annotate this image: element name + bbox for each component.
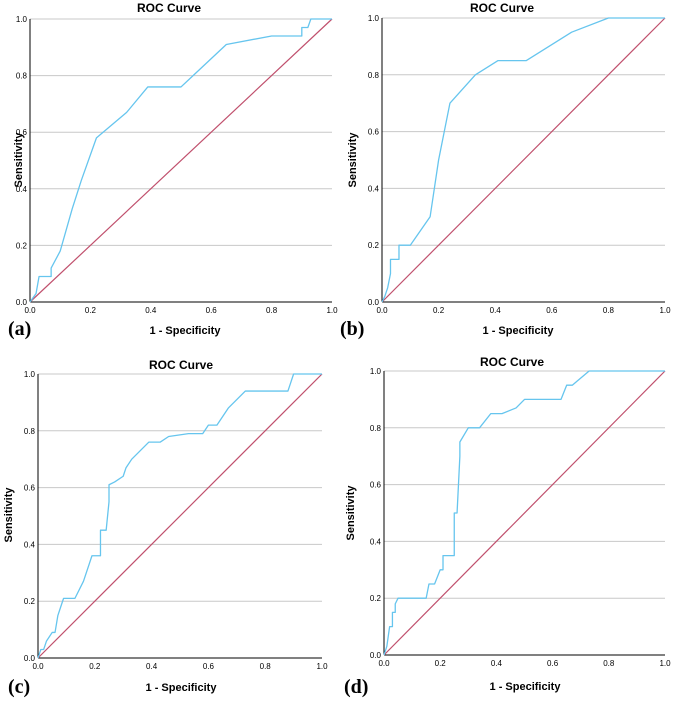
panel-a-title: ROC Curve [137,1,201,15]
panel-b-ytick-label: 0.4 [368,184,380,193]
panel-d-ytick-label: 0.2 [370,594,382,603]
panel-c-ytick-label: 0.8 [24,427,36,436]
panel-a-xtick-label: 0.8 [266,306,278,315]
panel-c-xtick-label: 0.0 [32,662,44,671]
panel-c-xtick-label: 0.2 [89,662,101,671]
panel-c-xtick-label: 0.8 [260,662,272,671]
panel-d-xtick-label: 1.0 [659,659,671,668]
panel-a: ROC Curve 0.0 0.2 0.4 0.6 0.8 1.0 0.0 0.2 0.4 0.6… [8,1,338,340]
panel-a-ytick-label: 0.0 [16,298,28,307]
panel-c-reference-line [37,373,323,659]
panel-b-xtick-label: 0.2 [433,306,445,315]
panel-d-ytick-label: 1.0 [370,367,382,376]
panel-b-ytick-label: 0.0 [368,298,380,307]
panel-c-letter: (c) [8,676,30,698]
panel-c-xtick-label: 1.0 [316,662,328,671]
panel-a-reference-line [29,18,333,303]
panel-d: ROC Curve 0.0 0.2 0.4 0.6 0.8 1.0 0.0 0.2 0.4 0.6… [344,355,671,698]
panel-d-xtick-label: 0.0 [378,659,390,668]
panel-d-ytick-label: 0.4 [370,537,382,546]
panel-c-ytick-label: 0.4 [24,540,36,549]
panel-a-roc-curve [29,18,332,303]
panel-d-xlabel: 1 - Specificity [490,681,562,693]
panel-a-xtick-label: 0.0 [24,306,36,315]
panel-b-xtick-label: 0.6 [546,306,558,315]
panel-b-xtick-label: 0.8 [603,306,615,315]
panel-a-ytick-label: 0.6 [16,128,28,137]
panel-d-xtick-label: 0.6 [547,659,559,668]
panel-c: ROC Curve 0.0 0.2 0.4 0.6 0.8 1.0 0.0 0.2 0.4 0.6… [3,358,328,698]
panel-d-xtick-label: 0.4 [491,659,503,668]
panel-d-ytick-label: 0.6 [370,481,382,490]
panel-c-plot: 0.0 0.2 0.4 0.6 0.8 1.0 0.0 0.2 0.4 0.6 0.8 1.0 [24,370,328,671]
panel-d-reference-line [383,370,666,656]
panel-c-title: ROC Curve [149,358,213,372]
panel-a-xlabel: 1 - Specificity [150,325,222,337]
panel-b-xtick-label: 1.0 [659,306,671,315]
panel-d-ytick-label: 0.0 [370,651,382,660]
panel-b: ROC Curve 0.0 0.2 0.4 0.6 0.8 1.0 0.0 0.2 0.4 0.6… [340,1,671,340]
panel-d-letter: (d) [344,676,368,698]
panel-a-ylabel: Sensitivity [13,132,25,188]
panel-d-ylabel: Sensitivity [345,485,357,541]
panel-d-xtick-label: 0.2 [435,659,447,668]
panel-b-ytick-label: 0.2 [368,241,380,250]
panel-b-xtick-label: 0.4 [490,306,502,315]
panel-b-ylabel: Sensitivity [347,132,359,188]
panel-c-xtick-label: 0.6 [203,662,215,671]
panel-b-plot: 0.0 0.2 0.4 0.6 0.8 1.0 0.0 0.2 0.4 0.6 0.8 1.0 [368,14,671,315]
panel-a-xtick-label: 0.4 [145,306,157,315]
panel-a-xtick-label: 1.0 [326,306,338,315]
panel-d-title: ROC Curve [480,355,544,369]
panel-a-xtick-label: 0.6 [206,306,218,315]
panel-c-xtick-label: 0.4 [146,662,158,671]
panel-a-ytick-label: 0.2 [16,241,28,250]
panel-d-plot: 0.0 0.2 0.4 0.6 0.8 1.0 0.0 0.2 0.4 0.6 0.8 1.0 [370,367,671,668]
panel-a-ytick-label: 1.0 [16,15,28,24]
panel-c-ylabel: Sensitivity [3,487,15,543]
panel-d-ytick-label: 0.8 [370,424,382,433]
panel-a-letter: (a) [8,318,31,340]
panel-c-roc-curve [37,373,322,659]
panel-b-title: ROC Curve [470,1,534,15]
panel-a-ytick-label: 0.4 [16,185,28,194]
panel-b-ytick-label: 1.0 [368,14,380,23]
panel-b-xlabel: 1 - Specificity [483,325,555,337]
panel-c-ytick-label: 0.2 [24,597,36,606]
panel-c-xlabel: 1 - Specificity [146,682,218,694]
panel-c-ytick-label: 0.6 [24,484,36,493]
panel-b-letter: (b) [340,318,364,340]
panel-d-xtick-label: 0.8 [603,659,615,668]
panel-b-reference-line [381,17,666,303]
panel-d-roc-curve [383,370,665,656]
panel-b-xtick-label: 0.0 [376,306,388,315]
panel-c-ytick-label: 1.0 [24,370,36,379]
panel-b-ytick-label: 0.8 [368,71,380,80]
panel-b-ytick-label: 0.6 [368,128,380,137]
panel-a-plot: 0.0 0.2 0.4 0.6 0.8 1.0 0.0 0.2 0.4 0.6 0.8 1.0 [16,15,338,315]
panel-b-roc-curve [381,17,665,303]
panel-a-ytick-label: 0.8 [16,72,28,81]
panel-a-xtick-label: 0.2 [85,306,97,315]
panel-c-ytick-label: 0.0 [24,654,36,663]
